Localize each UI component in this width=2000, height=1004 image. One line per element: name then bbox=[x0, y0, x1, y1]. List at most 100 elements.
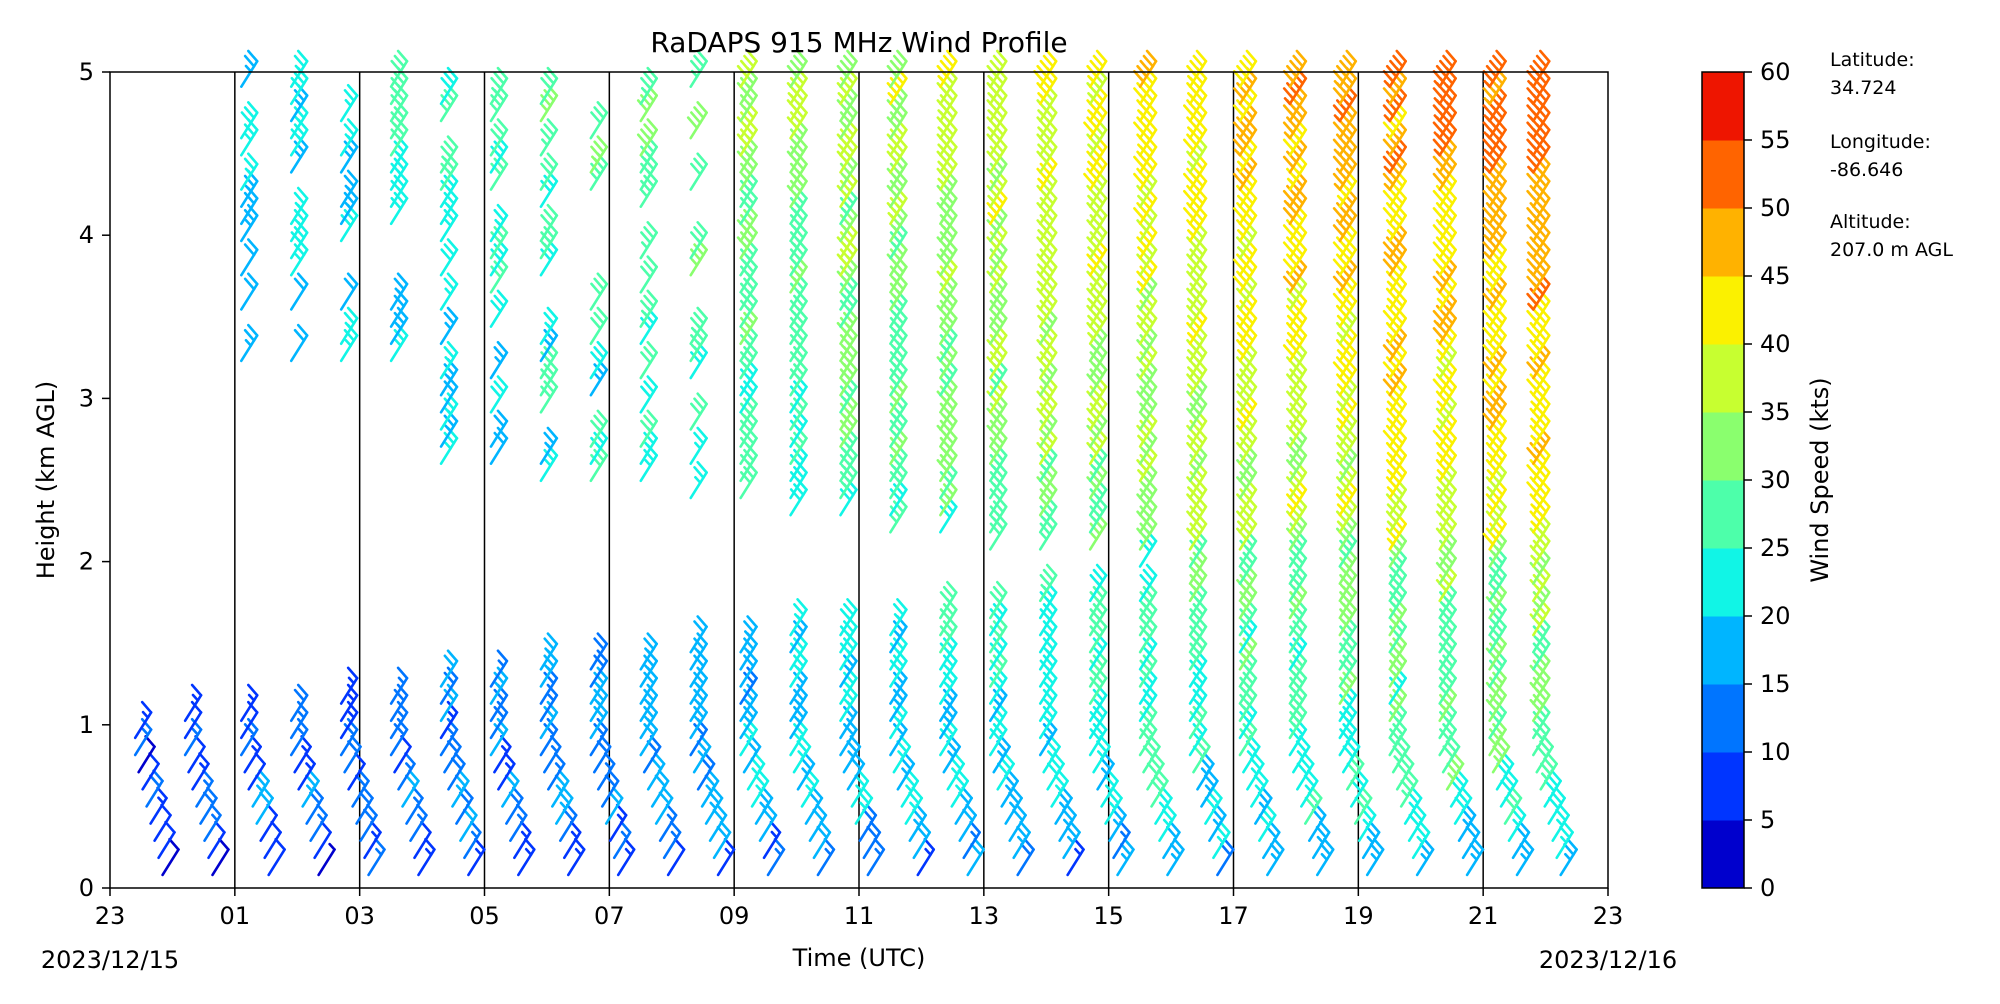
barb-shaft bbox=[265, 832, 281, 857]
barb-half-feather bbox=[1045, 649, 1050, 654]
barb-half-feather bbox=[942, 345, 947, 350]
barb-half-feather bbox=[492, 88, 497, 93]
barb-half-feather bbox=[1106, 786, 1111, 791]
barb-half-feather bbox=[1285, 98, 1290, 103]
barb-half-feather bbox=[572, 832, 577, 837]
barb-half-feather bbox=[303, 746, 308, 751]
barb-half-feather bbox=[1341, 551, 1346, 556]
barb-half-feather bbox=[792, 225, 797, 230]
barb-feather bbox=[248, 685, 257, 695]
barb-shaft bbox=[768, 850, 784, 875]
barb-half-feather bbox=[1288, 179, 1293, 184]
barb-half-feather bbox=[842, 397, 847, 402]
barb-feather bbox=[158, 788, 167, 798]
barb-half-feather bbox=[1142, 448, 1147, 453]
wind-barb bbox=[245, 736, 261, 772]
barb-half-feather bbox=[1188, 436, 1193, 441]
barb-shaft bbox=[806, 798, 822, 823]
barb-half-feather bbox=[842, 380, 847, 385]
barb-shaft bbox=[814, 832, 830, 857]
barb-half-feather bbox=[1441, 619, 1446, 624]
wind-barb bbox=[345, 736, 361, 772]
barb-half-feather bbox=[476, 849, 481, 854]
barb-feather bbox=[170, 839, 179, 849]
barb-half-feather bbox=[892, 380, 897, 385]
barb-half-feather bbox=[1138, 196, 1143, 201]
barb-half-feather bbox=[742, 191, 747, 196]
barb-half-feather bbox=[892, 397, 897, 402]
barb-half-feather bbox=[1385, 184, 1390, 189]
barb-shaft bbox=[864, 832, 880, 857]
barb-half-feather bbox=[842, 448, 847, 453]
barb-half-feather bbox=[642, 157, 647, 162]
wind-barb bbox=[641, 222, 657, 258]
barb-half-feather bbox=[892, 517, 897, 522]
barb-half-feather bbox=[143, 712, 148, 717]
barb-half-feather bbox=[792, 208, 797, 213]
barb-feather bbox=[348, 668, 357, 678]
barb-half-feather bbox=[1142, 671, 1147, 676]
barb-shaft bbox=[664, 832, 680, 857]
barb-half-feather bbox=[1291, 705, 1296, 710]
barb-half-feather bbox=[1338, 505, 1343, 510]
barb-half-feather bbox=[346, 340, 351, 345]
barb-half-feather bbox=[622, 832, 627, 837]
barb-half-feather bbox=[753, 769, 758, 774]
barb-half-feather bbox=[1438, 470, 1443, 475]
wind-barb bbox=[311, 805, 327, 841]
barb-half-feather bbox=[249, 695, 254, 700]
barb-half-feather bbox=[418, 815, 423, 820]
barb-shaft bbox=[441, 318, 457, 343]
barb-half-feather bbox=[695, 649, 700, 654]
barb-shaft bbox=[910, 815, 926, 840]
barb-half-feather bbox=[1338, 419, 1343, 424]
barb-half-feather bbox=[1092, 362, 1097, 367]
barb-half-feather bbox=[1338, 402, 1343, 407]
barb-shaft bbox=[295, 747, 311, 772]
barb-half-feather bbox=[992, 260, 997, 265]
barb-shaft bbox=[369, 850, 385, 875]
barb-half-feather bbox=[518, 815, 523, 820]
barb-half-feather bbox=[1039, 128, 1044, 133]
barb-half-feather bbox=[792, 242, 797, 247]
wind-barb bbox=[818, 839, 834, 875]
wind-barb bbox=[691, 462, 707, 498]
barb-feather bbox=[166, 822, 175, 832]
barb-half-feather bbox=[1048, 751, 1053, 756]
barb-half-feather bbox=[542, 140, 547, 145]
barb-half-feather bbox=[346, 323, 351, 328]
barb-shaft bbox=[956, 798, 972, 823]
barb-shaft bbox=[1213, 832, 1229, 857]
barb-half-feather bbox=[742, 260, 747, 265]
barb-half-feather bbox=[695, 443, 700, 448]
barb-shaft bbox=[155, 815, 171, 840]
barb-shaft bbox=[241, 335, 257, 360]
barb-half-feather bbox=[892, 448, 897, 453]
barb-half-feather bbox=[246, 169, 251, 174]
barb-shaft bbox=[952, 781, 968, 806]
barb-shaft bbox=[410, 815, 426, 840]
barb-half-feather bbox=[1122, 854, 1127, 859]
barb-half-feather bbox=[807, 786, 812, 791]
barb-half-feather bbox=[799, 751, 804, 756]
barb-half-feather bbox=[892, 328, 897, 333]
barb-half-feather bbox=[253, 746, 258, 751]
barb-feather bbox=[372, 822, 381, 832]
barb-half-feather bbox=[372, 832, 377, 837]
barb-half-feather bbox=[1338, 333, 1343, 338]
barb-half-feather bbox=[1388, 453, 1393, 458]
barb-shaft bbox=[510, 815, 526, 840]
barb-half-feather bbox=[158, 798, 163, 803]
barb-half-feather bbox=[1092, 500, 1097, 505]
wind-barb bbox=[718, 839, 734, 875]
barb-half-feather bbox=[1102, 769, 1107, 774]
barb-feather bbox=[306, 754, 315, 764]
barb-half-feather bbox=[792, 311, 797, 316]
barb-shaft bbox=[844, 747, 860, 772]
barb-half-feather bbox=[892, 465, 897, 470]
barb-half-feather bbox=[1192, 568, 1197, 573]
barb-half-feather bbox=[1039, 93, 1044, 98]
wind-barb bbox=[1317, 839, 1333, 875]
barb-half-feather bbox=[307, 764, 312, 769]
barb-feather bbox=[417, 805, 426, 815]
